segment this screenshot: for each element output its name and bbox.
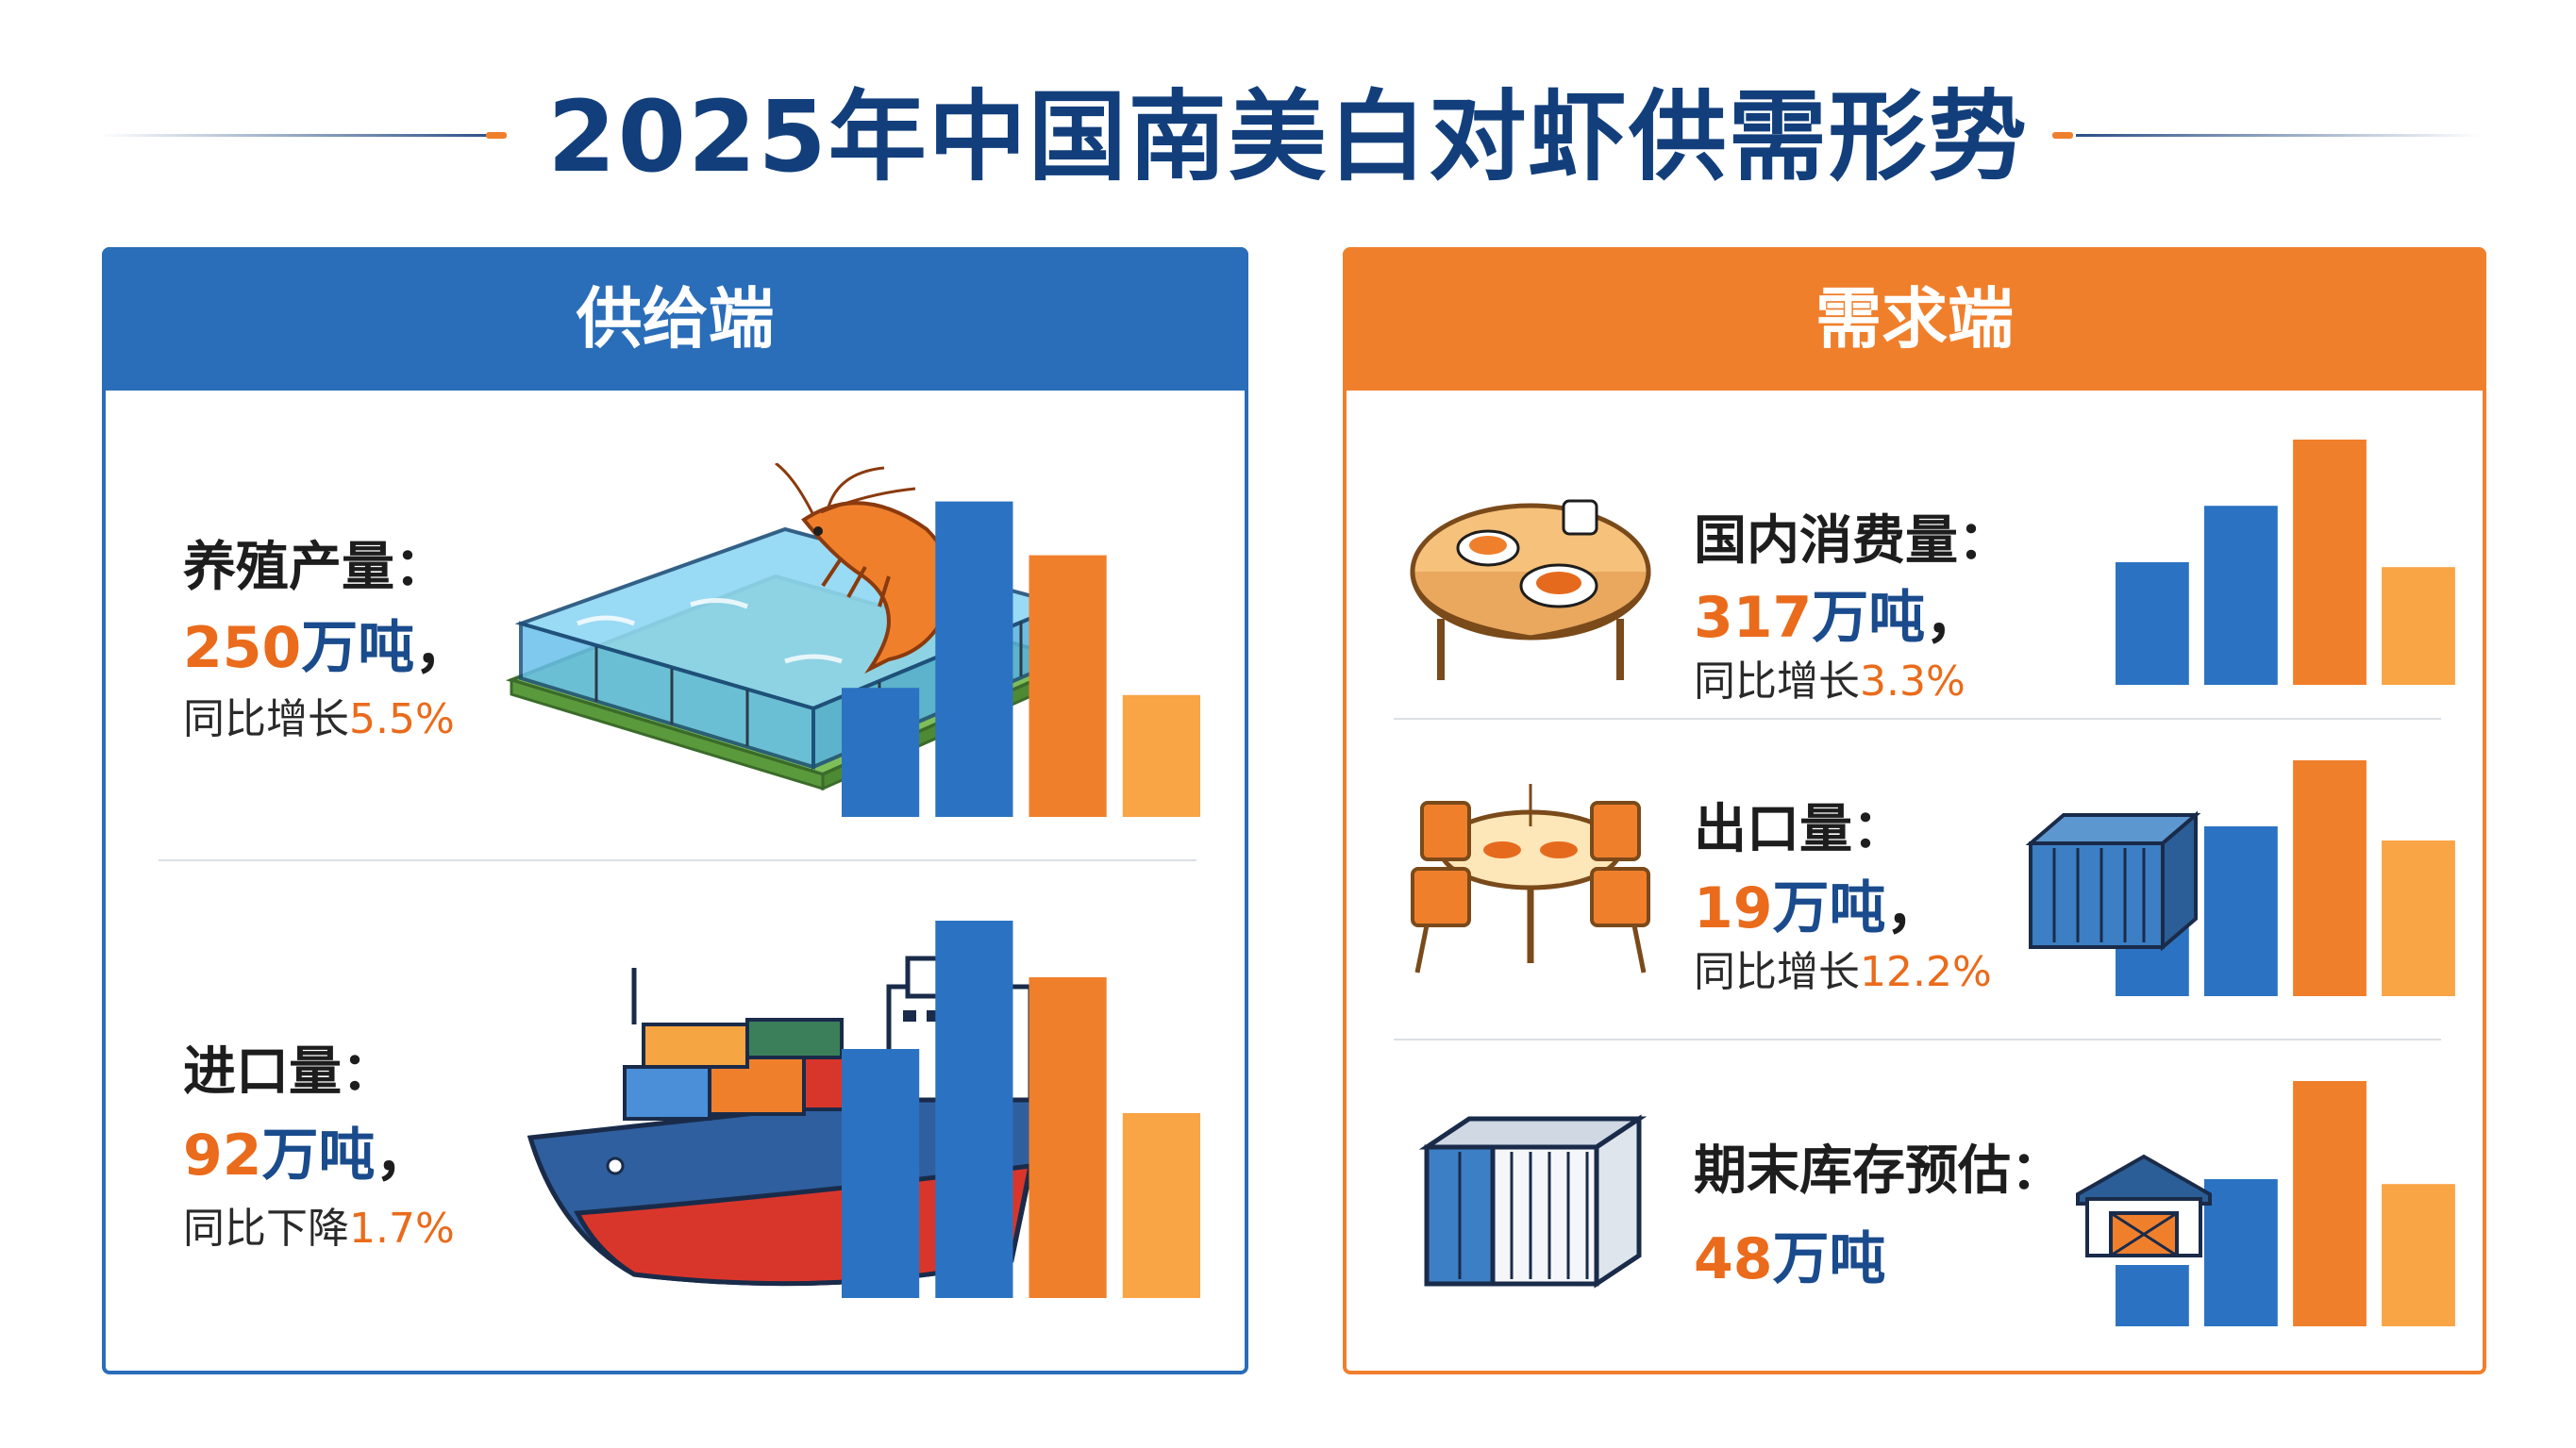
- bar-3: [2293, 760, 2367, 996]
- production-bar-chart: [842, 501, 1200, 817]
- supply-panel: 供给端 养殖产量： 250万吨， 同比增长5.5% 进口量： 92万吨， 同比下…: [102, 247, 1248, 1374]
- export-change-text: 同比增长: [1694, 948, 1860, 996]
- bar-2: [2204, 1179, 2278, 1326]
- consumption-change-text: 同比增长: [1694, 657, 1860, 706]
- production-label: 养殖产量：: [183, 537, 447, 598]
- import-change-text: 同比下降: [183, 1205, 349, 1253]
- export-value-number: 19: [1694, 875, 1773, 941]
- bar-2: [2204, 826, 2278, 996]
- consumption-value: 317万吨，: [1694, 572, 1982, 654]
- inventory-value: 48万吨: [1694, 1213, 1886, 1295]
- production-value-number: 250: [183, 615, 302, 681]
- inventory-label: 期末库存预估：: [1694, 1140, 2064, 1202]
- export-change-pct: 12.2%: [1860, 948, 1992, 996]
- import-value-number: 92: [183, 1123, 262, 1189]
- consumption-value-number: 317: [1694, 585, 1813, 651]
- import-change: 同比下降1.7%: [183, 1194, 455, 1255]
- production-change-text: 同比增长: [183, 695, 349, 743]
- import-value-comma: ，: [375, 1123, 432, 1189]
- warehouse-icon: [2076, 1154, 2212, 1257]
- consumption-value-unit: 万吨: [1812, 585, 1926, 651]
- consumption-label: 国内消费量：: [1694, 510, 2011, 572]
- title-area: 2025年中国南美白对虾供需形势: [0, 57, 2576, 217]
- import-bar-chart: [842, 921, 1200, 1298]
- production-value: 250万吨，: [183, 602, 471, 684]
- dining-table-icon: [1410, 499, 1651, 680]
- bar-3: [2293, 440, 2367, 685]
- bar-4: [2382, 841, 2455, 996]
- restaurant-table-icon: [1411, 784, 1650, 974]
- bar-3: [1029, 555, 1107, 817]
- consumption-change-pct: 3.3%: [1860, 657, 1965, 706]
- demand-divider-2: [1394, 1039, 2441, 1040]
- bar-3: [1029, 977, 1107, 1298]
- title-deco-tick-right: [2052, 132, 2073, 139]
- inventory-bar-chart: [2116, 1081, 2455, 1326]
- title-deco-line-left: [99, 134, 495, 137]
- import-label: 进口量：: [183, 1041, 394, 1103]
- consumption-change: 同比增长3.3%: [1694, 647, 1965, 707]
- export-value-unit: 万吨: [1772, 875, 1886, 941]
- bar-4: [1122, 1113, 1200, 1298]
- bar-4: [2382, 567, 2455, 685]
- bar-4: [2382, 1184, 2455, 1326]
- import-value: 92万吨，: [183, 1109, 432, 1191]
- production-change: 同比增长5.5%: [183, 685, 455, 745]
- export-bar-chart: [2116, 760, 2455, 996]
- bar-4: [1122, 694, 1200, 817]
- container-icon: [2025, 810, 2201, 952]
- storage-container-icon: [1418, 1114, 1648, 1289]
- bar-1: [842, 688, 920, 817]
- export-value-comma: ，: [1885, 875, 1943, 941]
- production-value-comma: ，: [414, 615, 472, 681]
- inventory-value-number: 48: [1694, 1226, 1773, 1292]
- export-value: 19万吨，: [1694, 862, 1943, 944]
- demand-header: 需求端: [1343, 247, 2486, 391]
- production-change-pct: 5.5%: [349, 695, 455, 743]
- demand-divider-1: [1394, 718, 2441, 720]
- export-change: 同比增长12.2%: [1694, 938, 1992, 998]
- bar-2: [935, 921, 1013, 1298]
- bar-2: [935, 501, 1013, 817]
- production-value-unit: 万吨: [301, 615, 415, 681]
- page-title: 2025年中国南美白对虾供需形势: [547, 79, 2029, 194]
- bar-1: [842, 1049, 920, 1298]
- bar-2: [2204, 506, 2278, 685]
- import-value-unit: 万吨: [261, 1123, 376, 1189]
- export-label: 出口量：: [1694, 799, 1905, 860]
- bar-1: [2116, 1265, 2189, 1326]
- supply-header: 供给端: [102, 247, 1248, 391]
- bar-1: [2116, 562, 2189, 685]
- inventory-value-unit: 万吨: [1772, 1226, 1886, 1292]
- consumption-bar-chart: [2116, 440, 2455, 685]
- title-deco-tick-left: [486, 132, 507, 139]
- title-deco-line-right: [2076, 134, 2482, 137]
- demand-panel: 需求端 国内消费量： 317万吨， 同比增长3.3% 出口量： 19万吨，: [1343, 247, 2486, 1374]
- bar-3: [2293, 1081, 2367, 1326]
- import-change-pct: 1.7%: [349, 1205, 455, 1253]
- supply-divider: [159, 859, 1196, 861]
- consumption-value-comma: ，: [1925, 585, 1982, 651]
